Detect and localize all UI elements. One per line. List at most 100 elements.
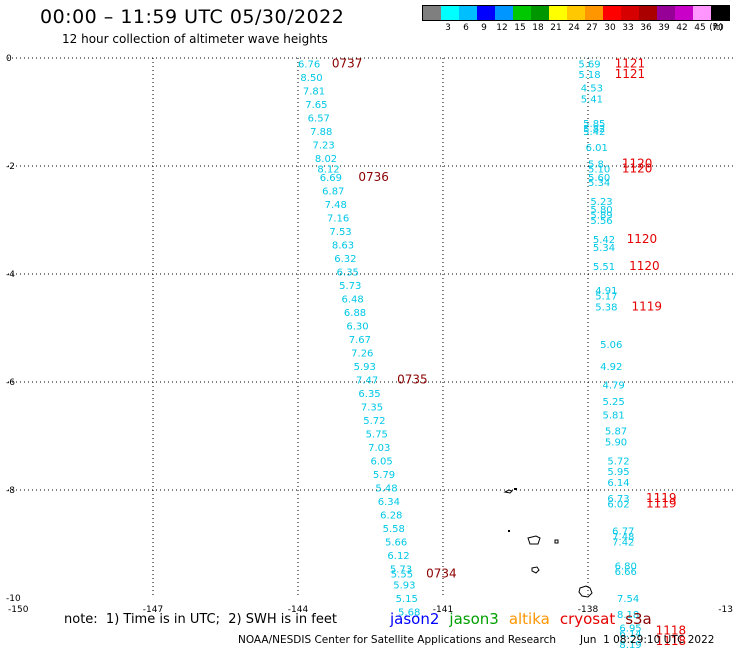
swh-label: 5.80 <box>590 205 612 216</box>
legend-label: 70 <box>712 23 724 33</box>
legend-swatch <box>567 6 585 20</box>
x-tick-label: -138 <box>578 605 599 615</box>
time-label: 1119 <box>632 299 663 313</box>
swh-label: 6.48 <box>342 294 364 305</box>
island-outline <box>531 566 540 574</box>
y-tick-label: 0 <box>6 54 12 64</box>
swh-label: 7.53 <box>329 227 351 238</box>
legend-swatch <box>711 6 729 20</box>
swh-label: 5.93 <box>354 362 376 373</box>
legend-swatch <box>657 6 675 20</box>
swh-label: 8.12 <box>317 165 339 176</box>
swh-label: 6.95 <box>619 624 641 635</box>
credit-line: NOAA/NESDIS Center for Satellite Applica… <box>238 634 556 646</box>
swh-label: 5.69 <box>578 59 600 70</box>
swh-label: 6.35 <box>337 267 359 278</box>
swh-label: 5.41 <box>581 95 603 106</box>
legend-swatch <box>675 6 693 20</box>
time-label: 1119 <box>646 497 677 511</box>
legend-label: 45 <box>694 23 706 33</box>
swh-label: 5.72 <box>607 456 629 467</box>
island-outline <box>503 489 513 494</box>
page-title: 00:00 – 11:59 UTC 05/30/2022 <box>40 6 345 28</box>
y-tick-label: -10 <box>6 594 21 604</box>
legend-swatches <box>422 5 730 21</box>
time-label: 1119 <box>646 491 677 505</box>
island-outline <box>554 539 559 544</box>
satellite-altika: altika <box>508 610 550 628</box>
time-label: 1118 <box>656 623 687 637</box>
swh-label: 7.48 <box>612 532 634 543</box>
swh-label: 6.05 <box>371 456 393 467</box>
satellite-cryosat: cryosat <box>559 610 616 628</box>
swh-label: 7.88 <box>310 127 332 138</box>
legend-swatch <box>549 6 567 20</box>
swh-label: 5.87 <box>605 427 627 438</box>
swh-label: 5.42 <box>583 127 605 138</box>
satellite-jason3: jason3 <box>449 610 499 628</box>
swh-label: 5.75 <box>366 429 388 440</box>
island-outline <box>527 535 541 545</box>
swh-label: 6.14 <box>619 629 641 640</box>
legend-swatch <box>477 6 495 20</box>
swh-label: 7.35 <box>361 402 383 413</box>
time-label: 1120 <box>622 156 653 170</box>
swh-label: 4.91 <box>595 286 617 297</box>
swh-label: 8.02 <box>315 154 337 165</box>
legend-swatch <box>441 6 459 20</box>
x-tick-label: -147 <box>143 605 163 615</box>
swh-label: 6.73 <box>607 494 629 505</box>
legend-labels: 3 6 9 12 15 18 21 24 27 30 33 36 39 42 45 70 (ft) <box>422 21 730 35</box>
y-tick-label: -8 <box>6 486 15 496</box>
swh-label: 5.58 <box>383 524 405 535</box>
legend-label: 39 <box>658 23 670 33</box>
time-label: 1121 <box>615 67 646 81</box>
swh-label: 5.8 <box>588 159 604 170</box>
swh-label: 8.18 <box>617 610 639 621</box>
swh-label: 6.14 <box>607 478 629 489</box>
swh-label: 4.79 <box>603 381 625 392</box>
swh-label: 5.68 <box>398 608 420 619</box>
generated-timestamp: Jun 1 08:29:10 UTC 2022 <box>580 634 715 646</box>
time-label: 0735 <box>397 372 428 386</box>
swh-label: 5.06 <box>600 340 622 351</box>
swh-label: 6.02 <box>607 500 629 511</box>
time-label: 1120 <box>622 162 653 176</box>
swh-label: 5.34 <box>593 243 615 254</box>
legend-swatch <box>531 6 549 20</box>
swh-label: 6.32 <box>334 254 356 265</box>
swh-label: 5.79 <box>373 470 395 481</box>
swh-label: 5.82 <box>583 124 605 135</box>
swh-label: 4.92 <box>600 362 622 373</box>
y-tick-label: -2 <box>6 162 15 172</box>
swh-label: 5.55 <box>391 570 413 581</box>
legend-swatch <box>459 6 477 20</box>
legend-label: 27 <box>586 23 598 33</box>
swh-label: 6.30 <box>346 321 368 332</box>
swh-label: 5.25 <box>603 397 625 408</box>
swh-label: 5.93 <box>393 581 415 592</box>
swh-label: 7.42 <box>612 537 634 548</box>
swh-label: 7.65 <box>305 100 327 111</box>
swh-label: 6.80 <box>615 562 637 573</box>
legend-label: 30 <box>604 23 616 33</box>
swh-label: 6.28 <box>380 510 402 521</box>
time-label: 1121 <box>615 56 646 70</box>
swh-label: 4.53 <box>581 84 603 95</box>
swh-label: 5.10 <box>588 165 610 176</box>
satellite-s3a: s3a <box>625 610 652 628</box>
swh-label: 8.63 <box>332 240 354 251</box>
swh-label: 6.76 <box>298 59 320 70</box>
time-label: 1118 <box>656 634 687 648</box>
swh-label: 7.47 <box>356 375 378 386</box>
legend-label: 3 <box>445 23 451 33</box>
swh-label: 6.35 <box>358 389 380 400</box>
legend-swatch <box>513 6 531 20</box>
swh-label: 6.57 <box>308 113 330 124</box>
swh-label: 5.95 <box>607 467 629 478</box>
swh-label: 7.54 <box>617 594 639 605</box>
swh-label: 5.72 <box>363 416 385 427</box>
swh-label: 7.23 <box>313 140 335 151</box>
time-label: 0736 <box>358 170 389 184</box>
time-label: 1120 <box>629 259 660 273</box>
